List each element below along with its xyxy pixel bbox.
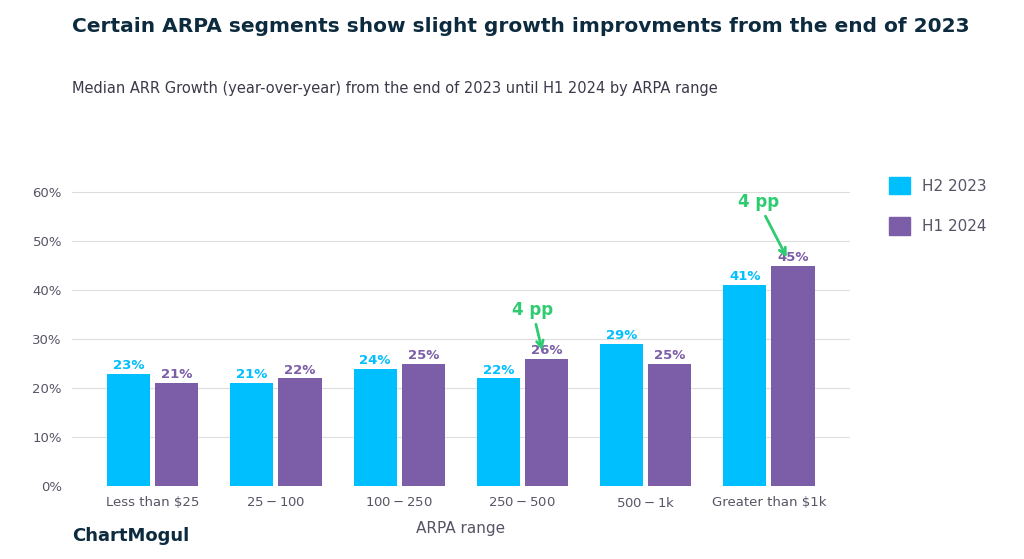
Bar xyxy=(108,373,151,486)
Text: Certain ARPA segments show slight growth improvments from the end of 2023: Certain ARPA segments show slight growth… xyxy=(72,17,970,36)
Text: 26%: 26% xyxy=(530,344,562,357)
Bar xyxy=(525,359,568,486)
Text: Median ARR Growth (year-over-year) from the end of 2023 until H1 2024 by ARPA ra: Median ARR Growth (year-over-year) from … xyxy=(72,81,718,96)
Text: 4 pp: 4 pp xyxy=(737,193,785,255)
Text: 25%: 25% xyxy=(654,349,685,362)
Bar xyxy=(230,383,273,486)
Bar xyxy=(771,266,814,486)
Bar xyxy=(353,369,396,486)
Bar xyxy=(401,364,444,486)
Bar xyxy=(279,378,322,486)
Bar xyxy=(155,383,199,486)
X-axis label: ARPA range: ARPA range xyxy=(416,521,506,536)
Text: 29%: 29% xyxy=(606,329,637,342)
Text: 41%: 41% xyxy=(729,271,761,283)
Bar xyxy=(600,344,643,486)
Text: 22%: 22% xyxy=(482,363,514,377)
Text: 45%: 45% xyxy=(777,251,809,264)
Text: 22%: 22% xyxy=(285,363,315,377)
Bar xyxy=(723,285,767,486)
Text: 25%: 25% xyxy=(408,349,439,362)
Text: ChartMogul: ChartMogul xyxy=(72,527,189,545)
Bar xyxy=(477,378,520,486)
Text: 21%: 21% xyxy=(161,368,193,381)
Text: 24%: 24% xyxy=(359,354,391,367)
Text: 4 pp: 4 pp xyxy=(512,301,553,347)
Bar xyxy=(648,364,691,486)
Text: 23%: 23% xyxy=(113,359,144,372)
Text: 21%: 21% xyxy=(237,368,267,381)
Legend: H2 2023, H1 2024: H2 2023, H1 2024 xyxy=(881,169,994,243)
